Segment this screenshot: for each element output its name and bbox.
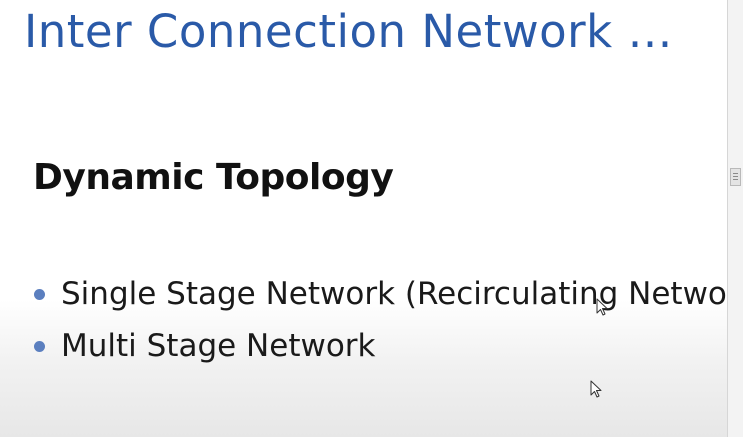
bullet-list: Single Stage Network (Recirculating Netw…: [30, 268, 727, 372]
bullet-item: Single Stage Network (Recirculating Netw…: [30, 268, 727, 320]
grip-line-icon: [733, 176, 738, 177]
arrow-cursor-icon: [590, 380, 602, 398]
slide-subtitle: Dynamic Topology: [33, 157, 394, 198]
bullet-text: Single Stage Network (Recirculating Netw…: [61, 276, 727, 312]
slide-title: Inter Connection Network …: [24, 5, 674, 58]
bullet-item: Multi Stage Network: [30, 320, 727, 372]
grip-line-icon: [733, 173, 738, 174]
bullet-text: Multi Stage Network: [61, 328, 376, 364]
bullet-dot-icon: [34, 341, 45, 352]
scroll-thumb[interactable]: [730, 168, 741, 186]
arrow-cursor-icon: [596, 298, 608, 316]
grip-line-icon: [733, 179, 738, 180]
vertical-scrollbar[interactable]: [727, 0, 743, 437]
bullet-dot-icon: [34, 289, 45, 300]
